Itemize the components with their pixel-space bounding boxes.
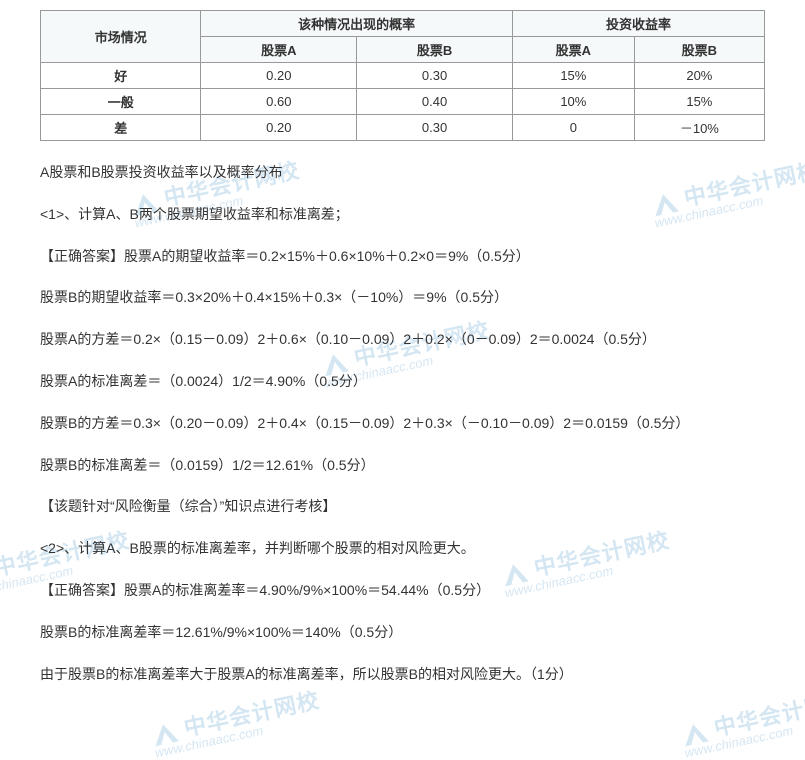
question-2: <2>、计算A、B股票的标准离差率，并判断哪个股票的相对风险更大。 (40, 537, 765, 561)
table-row: 差 0.20 0.30 0 －10% (41, 115, 765, 141)
answer-line: 【正确答案】股票A的标准离差率＝4.90%/9%×100%＝54.44%（0.5… (40, 579, 765, 603)
answer-line: 由于股票B的标准离差率大于股票A的标准离差率，所以股票B的相对风险更大。（1分） (40, 663, 765, 687)
th-prob: 该种情况出现的概率 (201, 11, 513, 37)
th-stock-a1: 股票A (201, 37, 357, 63)
document-content: 市场情况 该种情况出现的概率 投资收益率 股票A 股票B 股票A 股票B 好 0… (0, 0, 805, 724)
answer-line: 股票A的方差＝0.2×（0.15－0.09）2＋0.6×（0.10－0.09）2… (40, 328, 765, 352)
table-row: 好 0.20 0.30 15% 20% (41, 63, 765, 89)
th-return: 投资收益率 (512, 11, 764, 37)
th-stock-b1: 股票B (357, 37, 513, 63)
th-stock-b2: 股票B (634, 37, 764, 63)
answer-line: 股票B的标准离差＝（0.0159）1/2＝12.61%（0.5分） (40, 454, 765, 478)
answer-line: 股票A的标准离差＝（0.0024）1/2＝4.90%（0.5分） (40, 370, 765, 394)
note-line: 【该题针对“风险衡量（综合）”知识点进行考核】 (40, 495, 765, 519)
table-row: 一般 0.60 0.40 10% 15% (41, 89, 765, 115)
answer-line: 股票B的标准离差率＝12.61%/9%×100%＝140%（0.5分） (40, 621, 765, 645)
th-market: 市场情况 (41, 11, 201, 63)
answer-line: 股票B的期望收益率＝0.3×20%＋0.4×15%＋0.3×（－10%）＝9%（… (40, 286, 765, 310)
answer-line: 股票B的方差＝0.3×（0.20－0.09）2＋0.4×（0.15－0.09）2… (40, 412, 765, 436)
question-1: <1>、计算A、B两个股票期望收益率和标准离差； (40, 203, 765, 227)
th-stock-a2: 股票A (512, 37, 634, 63)
caption: A股票和B股票投资收益率以及概率分布 (40, 161, 765, 185)
answer-line: 【正确答案】股票A的期望收益率＝0.2×15%＋0.6×10%＋0.2×0＝9%… (40, 245, 765, 269)
data-table: 市场情况 该种情况出现的概率 投资收益率 股票A 股票B 股票A 股票B 好 0… (40, 10, 765, 141)
